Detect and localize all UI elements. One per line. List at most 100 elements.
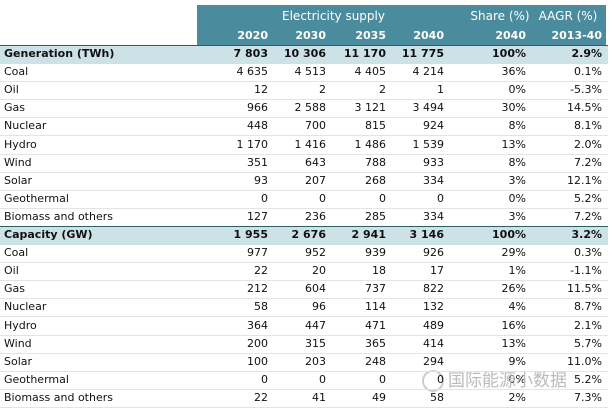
cell: 203 xyxy=(305,354,326,368)
cell: 207 xyxy=(305,173,326,187)
cell: 815 xyxy=(365,119,386,133)
table-row xyxy=(0,172,608,191)
cell: 0 xyxy=(319,191,326,205)
row-label: Gas xyxy=(4,282,25,296)
row-label: Wind xyxy=(4,155,32,169)
table-row xyxy=(0,99,608,119)
table-row xyxy=(0,298,608,318)
cell: 0.3% xyxy=(574,246,602,260)
cell: 3 146 xyxy=(409,228,444,241)
row-label: Hydro xyxy=(4,318,37,332)
cell: 952 xyxy=(305,246,326,260)
cell: 4 513 xyxy=(294,65,327,79)
cell: 0% xyxy=(508,83,526,97)
cell: 1 539 xyxy=(412,137,445,151)
cell: 12 xyxy=(254,83,268,97)
cell: 58 xyxy=(430,390,444,404)
cell: 4 214 xyxy=(412,65,445,79)
cell: 0 xyxy=(319,372,326,386)
cell: 26% xyxy=(501,282,526,296)
cell: 8.7% xyxy=(574,300,602,314)
cell: 334 xyxy=(423,209,444,223)
cell: 364 xyxy=(247,318,268,332)
table-row xyxy=(0,63,608,83)
cell: 8.1% xyxy=(574,119,602,133)
row-label: Solar xyxy=(4,173,33,187)
cell: 3% xyxy=(508,209,526,223)
cell: 351 xyxy=(247,155,268,169)
cell: 604 xyxy=(305,282,326,296)
cell: 12.1% xyxy=(567,173,602,187)
cell: 643 xyxy=(305,155,326,169)
table-row xyxy=(0,81,608,101)
cell: 8% xyxy=(508,155,526,169)
row-label: Nuclear xyxy=(4,300,47,314)
cell: 96 xyxy=(312,300,326,314)
cell: 7 803 xyxy=(233,47,268,60)
cell: 414 xyxy=(423,336,444,350)
cell: 22 xyxy=(254,264,268,278)
cell: 334 xyxy=(423,173,444,187)
cell: 448 xyxy=(247,119,268,133)
cell: -1.1% xyxy=(570,264,602,278)
cell: 285 xyxy=(365,209,386,223)
cell: 41 xyxy=(312,390,326,404)
row-label: Hydro xyxy=(4,137,37,151)
table-row xyxy=(0,280,608,300)
table-row xyxy=(0,190,608,209)
cell: 5.2% xyxy=(574,191,602,205)
cell: 4% xyxy=(508,300,526,314)
cell: 7.2% xyxy=(574,155,602,169)
cell: -5.3% xyxy=(570,83,602,97)
cell: 7.3% xyxy=(574,390,602,404)
cell: 2.0% xyxy=(574,137,602,151)
cell: 4 405 xyxy=(354,65,387,79)
table-row xyxy=(0,136,608,155)
cell: 100% xyxy=(492,47,526,60)
cell: 11 170 xyxy=(343,47,386,60)
cell: 7.2% xyxy=(574,209,602,223)
cell: 11.0% xyxy=(567,354,602,368)
cell: 977 xyxy=(247,246,268,260)
cell: 737 xyxy=(365,282,386,296)
cell: 0 xyxy=(437,191,444,205)
cell: 788 xyxy=(365,155,386,169)
row-label: Generation (TWh) xyxy=(4,47,115,60)
cell: 924 xyxy=(423,119,444,133)
cell: 1 xyxy=(437,83,444,97)
cell: 93 xyxy=(254,173,268,187)
row-label: Wind xyxy=(4,336,32,350)
cell: 933 xyxy=(423,155,444,169)
cell: 2 xyxy=(379,83,386,97)
row-label: Oil xyxy=(4,83,19,97)
cell: 5.7% xyxy=(574,336,602,350)
cell: 966 xyxy=(247,101,268,115)
column-header: 2030 xyxy=(295,29,326,42)
cell: 2 676 xyxy=(291,228,326,241)
cell: 0 xyxy=(437,372,444,386)
cell: 2 xyxy=(319,83,326,97)
table-row xyxy=(0,317,608,336)
cell: 2 941 xyxy=(351,228,386,241)
section-row xyxy=(0,226,608,245)
table-row xyxy=(0,371,608,390)
table-row xyxy=(0,154,608,173)
cell: 29% xyxy=(501,246,526,260)
cell: 36% xyxy=(501,65,526,79)
cell: 58 xyxy=(254,300,268,314)
cell: 294 xyxy=(423,354,444,368)
cell: 1 170 xyxy=(236,137,269,151)
cell: 365 xyxy=(365,336,386,350)
cell: 0.1% xyxy=(574,65,602,79)
cell: 2 588 xyxy=(294,101,327,115)
cell: 17 xyxy=(430,264,444,278)
cell: 3 494 xyxy=(412,101,445,115)
cell: 100% xyxy=(492,228,526,241)
cell: 5.2% xyxy=(574,372,602,386)
cell: 489 xyxy=(423,318,444,332)
row-label: Oil xyxy=(4,264,19,278)
cell: 0 xyxy=(261,191,268,205)
cell: 2% xyxy=(508,390,526,404)
cell: 8% xyxy=(508,119,526,133)
